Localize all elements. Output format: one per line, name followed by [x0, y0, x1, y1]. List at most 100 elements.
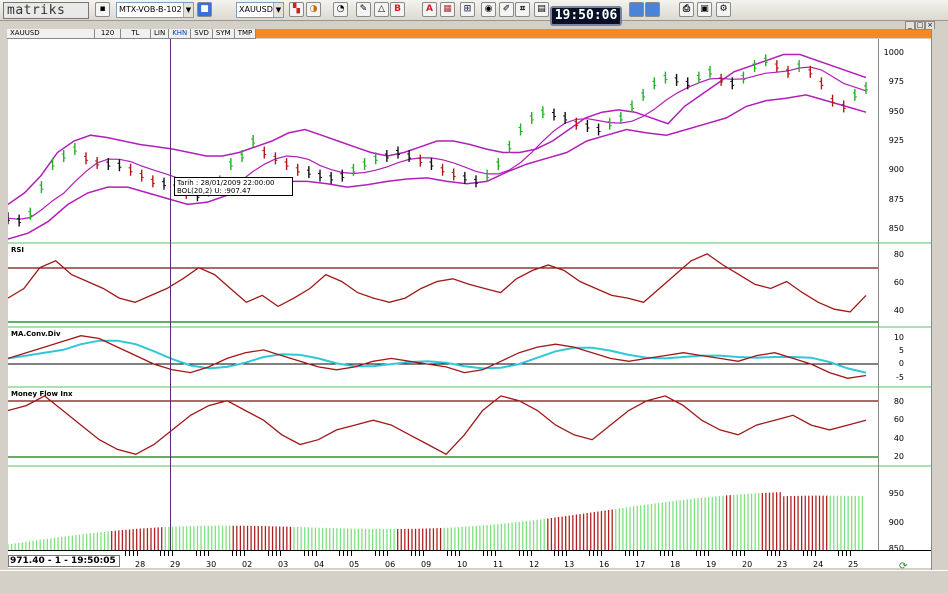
tab-svd[interactable]: SVD	[191, 29, 213, 39]
macd-tick: 5	[898, 346, 904, 355]
x-axis-tick	[316, 551, 317, 556]
x-axis-label: 13	[564, 560, 575, 569]
x-axis-tick	[280, 551, 281, 556]
brush-icon[interactable]: ✎	[356, 2, 371, 17]
layout-combo-value: MTX-VOB-B-102	[119, 5, 182, 14]
layout-combo[interactable]: MTX-VOB-B-102 ▼	[116, 2, 194, 18]
x-axis-tick	[383, 551, 384, 556]
save-icon[interactable]: ▪	[95, 2, 110, 17]
window-b-icon[interactable]	[645, 2, 660, 17]
x-axis-tick	[637, 551, 638, 556]
rsi-tick: 40	[893, 306, 904, 315]
x-axis-tick	[343, 551, 344, 556]
x-axis-tick	[272, 551, 273, 556]
mfi-line	[8, 395, 867, 456]
panel-divider	[8, 242, 931, 244]
crosshair-line	[170, 39, 171, 550]
rsi-tick: 80	[893, 250, 904, 259]
window-a-icon[interactable]	[629, 2, 644, 17]
eye-icon[interactable]: ◉	[481, 2, 496, 17]
tab-tmp[interactable]: TMP	[234, 29, 257, 39]
x-axis-tick	[838, 551, 839, 556]
print-icon[interactable]: ⎙	[679, 2, 694, 17]
x-axis-tick	[415, 551, 416, 556]
macd-tick: 0	[898, 359, 904, 368]
tab-khn[interactable]: KHN	[169, 29, 192, 39]
x-axis-tick	[387, 551, 388, 556]
tooltip-bollinger: BOL(20,2) U: :907.47	[177, 187, 251, 195]
x-axis-tick	[527, 551, 528, 556]
x-axis-tick	[519, 551, 520, 556]
x-axis-tick	[196, 551, 197, 556]
layout-icon[interactable]: ⊞	[460, 2, 475, 17]
close-icon[interactable]: ×	[925, 21, 935, 30]
price-tick: 1000	[883, 48, 904, 57]
chart-area[interactable]: RSI MA.Conv.Div Money Flow Inx 1000 975 …	[8, 39, 931, 550]
chart-title-bar	[7, 29, 931, 38]
alert-button[interactable]: A	[422, 2, 437, 17]
x-axis-tick	[172, 551, 173, 556]
palette-icon[interactable]: ◑	[306, 2, 321, 17]
x-axis-tick	[347, 551, 348, 556]
x-axis-tick	[672, 551, 673, 556]
macd-tick: 10	[893, 333, 904, 342]
refresh-icon[interactable]: ⟳	[899, 561, 908, 572]
status-readout: 971.40 - 1 - 19:50:05	[8, 555, 120, 567]
bold-button[interactable]: B	[390, 2, 405, 17]
price-tick: 900	[888, 165, 904, 174]
tab-tl[interactable]: TL	[121, 29, 151, 39]
x-axis-tick	[700, 551, 701, 556]
x-axis-tick	[160, 551, 161, 556]
x-axis-tick	[495, 551, 496, 556]
vertical-scrollbar[interactable]	[931, 29, 941, 570]
tab-sym[interactable]: SYM	[212, 29, 235, 39]
x-axis-label: 09	[421, 560, 432, 569]
graph-icon[interactable]: ⌗	[515, 2, 530, 17]
tab-symbol[interactable]: XAUUSD	[7, 29, 95, 39]
x-axis-label: 03	[278, 560, 289, 569]
maximize-icon[interactable]: □	[915, 21, 925, 30]
x-axis-label: 05	[349, 560, 360, 569]
x-axis-tick	[597, 551, 598, 556]
x-axis-label: 23	[777, 560, 788, 569]
x-axis-tick	[811, 551, 812, 556]
x-axis-tick	[208, 551, 209, 556]
grid-icon[interactable]: ▦	[440, 2, 455, 17]
x-axis-tick	[447, 551, 448, 556]
pencil-icon[interactable]: ✐	[499, 2, 514, 17]
clock-icon[interactable]: ◔	[333, 2, 348, 17]
export-icon[interactable]: ▣	[697, 2, 712, 17]
x-axis-tick	[523, 551, 524, 556]
x-axis-tick	[779, 551, 780, 556]
x-axis-tick	[133, 551, 134, 556]
x-axis-tick	[767, 551, 768, 556]
draw-icon[interactable]: △	[374, 2, 389, 17]
mfi-tick: 40	[893, 434, 904, 443]
tab-period[interactable]: 120	[95, 29, 121, 39]
tab-lin[interactable]: LIN	[151, 29, 170, 39]
x-axis-tick	[339, 551, 340, 556]
x-axis-tick	[562, 551, 563, 556]
x-axis-tick	[200, 551, 201, 556]
symbol-combo[interactable]: XAUUSD ▼	[236, 2, 284, 18]
x-axis-tick	[459, 551, 460, 556]
x-axis-tick	[419, 551, 420, 556]
window-icon[interactable]: ■	[197, 2, 212, 17]
settings-icon[interactable]: ⚙	[716, 2, 731, 17]
x-axis-tick	[775, 551, 776, 556]
x-axis-tick	[531, 551, 532, 556]
x-axis-tick	[487, 551, 488, 556]
x-axis-tick	[744, 551, 745, 556]
x-axis-tick	[483, 551, 484, 556]
price-tick: 875	[888, 195, 904, 204]
main-toolbar: matriks ▪ MTX-VOB-B-102 ▼ ■ XAUUSD ▼ ▚ ◑ ◔…	[0, 0, 948, 21]
x-axis-label: 17	[635, 560, 646, 569]
x-axis-tick	[244, 551, 245, 556]
matriks-logo: matriks	[3, 2, 89, 19]
scan-icon[interactable]: ▤	[534, 2, 549, 17]
crosshair-tooltip: Tarih : 28/01/2009 22:00:00 BOL(20,2) U:…	[174, 177, 293, 196]
minimize-icon[interactable]: _	[905, 21, 915, 30]
x-axis-label: 29	[170, 560, 181, 569]
panel-divider	[8, 465, 931, 467]
chart-icon[interactable]: ▚	[289, 2, 304, 17]
